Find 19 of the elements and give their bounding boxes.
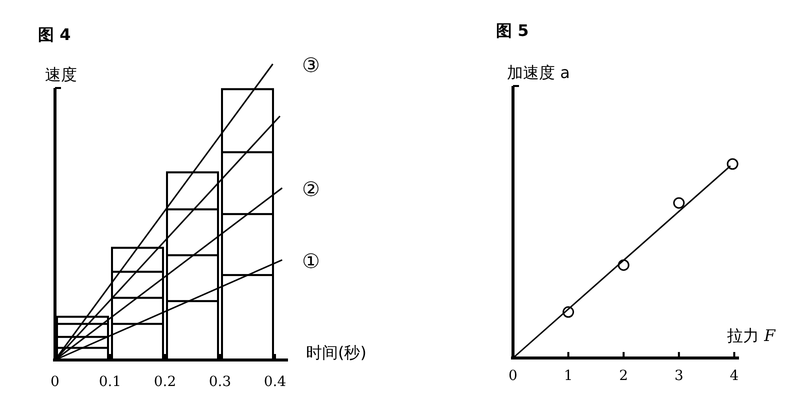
x-tick-label: 4 — [730, 368, 739, 384]
x-tick-label: 2 — [619, 368, 628, 384]
series-label: ③ — [302, 53, 320, 77]
y-axis-title: 速度 — [45, 65, 77, 84]
chart-title: 图 4 — [38, 25, 71, 44]
x-axis-title: 拉力 F — [727, 326, 776, 345]
x-tick-label: 0.3 — [208, 374, 232, 390]
series-label: ② — [302, 177, 320, 202]
x-tick-label: 0 — [50, 374, 60, 390]
x-tick-label: 0.2 — [154, 374, 176, 390]
x-axis-title: 时间(秒) — [306, 343, 366, 362]
x-tick-label: 0.4 — [264, 374, 286, 390]
x-tick-label: 1 — [564, 368, 573, 384]
y-axis-title: 加速度 a — [507, 63, 570, 82]
x-tick-label: 0 — [508, 368, 518, 384]
x-tick-label: 0.1 — [98, 374, 122, 390]
series-label: ① — [302, 248, 320, 273]
chart-title: 图 5 — [496, 21, 529, 40]
x-tick-label: 3 — [674, 368, 684, 384]
